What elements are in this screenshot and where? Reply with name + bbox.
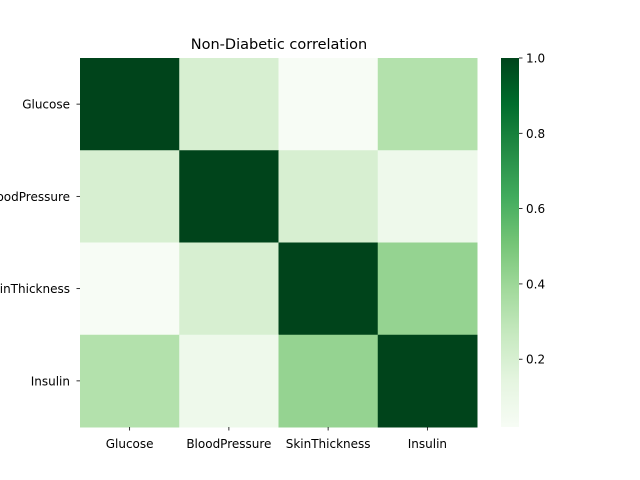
heatmap-cell-insulin-glucose bbox=[80, 334, 180, 428]
column-label: BloodPressure bbox=[186, 437, 271, 451]
chart-title: Non-Diabetic correlation bbox=[191, 37, 367, 53]
column-label: Insulin bbox=[408, 437, 447, 451]
heatmap-cells bbox=[80, 58, 478, 428]
row-label: Insulin bbox=[31, 374, 70, 388]
colorbar-ticks: 0.2 0.4 0.6 0.8 1.0 bbox=[519, 52, 545, 367]
row-label: BloodPressure bbox=[0, 190, 70, 204]
colorbar-tick-label: 0.2 bbox=[526, 353, 545, 367]
heatmap-cell-bloodpressure-glucose bbox=[80, 150, 180, 243]
column-labels: Glucose BloodPressure SkinThickness Insulin bbox=[106, 427, 447, 451]
heatmap-cell-glucose-insulin bbox=[377, 58, 478, 151]
heatmap-cell-insulin-bloodpressure bbox=[179, 334, 279, 428]
heatmap-cell-bloodpressure-bloodpressure bbox=[179, 150, 279, 243]
colorbar-tick-label: 0.4 bbox=[526, 277, 545, 291]
heatmap-cell-insulin-skinthickness bbox=[278, 334, 379, 428]
row-label: Glucose bbox=[22, 98, 70, 112]
row-labels: Glucose BloodPressure SkinThickness Insulin bbox=[0, 98, 80, 388]
heatmap-cell-bloodpressure-skinthickness bbox=[278, 150, 379, 243]
heatmap-cell-skinthickness-skinthickness bbox=[278, 242, 379, 336]
colorbar-tick-label: 0.6 bbox=[526, 202, 545, 216]
colorbar bbox=[501, 58, 519, 427]
row-label: SkinThickness bbox=[0, 282, 70, 296]
column-label: SkinThickness bbox=[286, 437, 371, 451]
heatmap-cell-glucose-glucose bbox=[80, 58, 180, 151]
heatmap-cell-insulin-insulin bbox=[377, 334, 478, 428]
heatmap-cell-skinthickness-glucose bbox=[80, 242, 180, 336]
colorbar-tick-label: 1.0 bbox=[526, 52, 545, 66]
heatmap-cell-skinthickness-bloodpressure bbox=[179, 242, 279, 336]
heatmap-cell-bloodpressure-insulin bbox=[377, 150, 478, 243]
heatmap-cell-skinthickness-insulin bbox=[377, 242, 478, 336]
column-label: Glucose bbox=[106, 437, 154, 451]
colorbar-tick-label: 0.8 bbox=[526, 127, 545, 141]
heatmap-cell-glucose-skinthickness bbox=[278, 58, 379, 151]
heatmap-cell-glucose-bloodpressure bbox=[179, 58, 279, 151]
